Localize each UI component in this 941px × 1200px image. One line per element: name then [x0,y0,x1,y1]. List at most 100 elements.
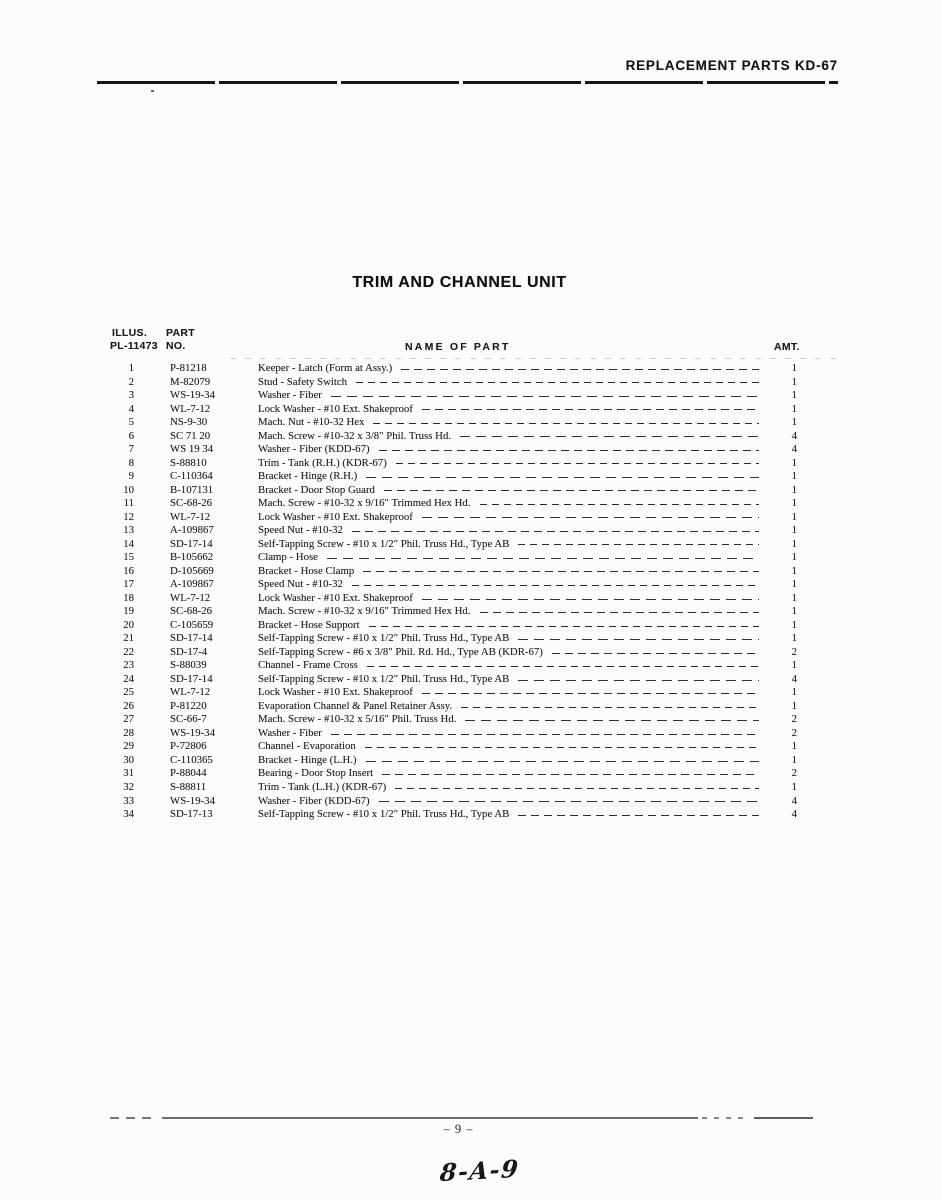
dash-leader [518,544,759,546]
part-name-cell: Bracket - Hose Clamp [258,565,771,579]
part-name-cell: Bracket - Hinge (R.H.) [258,470,771,484]
part-number-cell: C-105659 [170,618,214,631]
part-number-cell: M-82079 [170,375,211,388]
part-name-cell: Speed Nut - #10-32 [258,578,771,592]
part-name-text: Washer - Fiber (KDD-67) [258,794,370,807]
section-title: TRIM AND CHANNEL UNIT [352,274,567,291]
amount-cell: 4 [791,429,797,442]
part-name-cell: Evaporation Channel & Panel Retainer Ass… [258,700,771,714]
illus-number-cell: 4 [128,402,134,415]
part-name-cell: Lock Washer - #10 Ext. Shakeproof [258,403,771,417]
illus-number-cell: 6 [128,429,134,442]
part-name-text: Mach. Nut - #10-32 Hex [258,416,365,429]
part-number-cell: SD-17-13 [170,808,213,821]
dash-leader [368,625,759,627]
table-row: 7 WS 19 34 Washer - Fiber (KDD-67) 4 [112,443,797,457]
part-name-cell: Lock Washer - #10 Ext. Shakeproof [258,686,771,700]
part-name-text: Mach. Screw - #10-32 x 9/16" Trimmed Hex… [258,497,471,510]
part-number-cell: P-88044 [170,767,207,780]
amount-cell: 1 [791,605,797,618]
table-row: 15 B-105662 Clamp - Hose 1 [112,551,797,565]
dash-leader [401,368,759,370]
part-name-text: Keeper - Latch (Form at Assy.) [258,362,393,374]
table-row: 1 P-81218 Keeper - Latch (Form at Assy.)… [112,362,797,376]
dash-leader [421,598,759,600]
illus-number-cell: 20 [123,618,134,631]
illus-number-cell: 21 [123,632,134,645]
illus-number-cell: 8 [128,456,134,469]
amount-cell: 1 [791,699,797,712]
table-row: 33 WS-19-34 Washer - Fiber (KDD-67) 4 [112,795,797,809]
part-number-cell: D-105669 [170,564,214,577]
table-row: 28 WS-19-34 Washer - Fiber 2 [112,727,797,741]
dash-leader [326,557,759,559]
part-name-cell: Self-Tapping Screw - #10 x 1/2" Phil. Tr… [258,632,771,646]
table-row: 17 A-109867 Speed Nut - #10-32 1 [112,578,797,592]
illus-number-cell: 32 [123,780,134,793]
part-name-cell: Channel - Evaporation [258,740,771,754]
dash-leader [421,517,759,519]
header-rule [97,81,838,84]
amount-cell: 1 [791,578,797,591]
part-name-cell: Washer - Fiber [258,727,771,741]
table-row: 4 WL-7-12 Lock Washer - #10 Ext. Shakepr… [112,403,797,417]
dash-leader [383,490,759,492]
dash-leader [421,693,759,695]
part-name-cell: Self-Tapping Screw - #10 x 1/2" Phil. Tr… [258,538,771,552]
part-name-text: Bracket - Hinge (L.H.) [258,753,357,766]
document-header-title: REPLACEMENT PARTS KD-67 [625,58,838,73]
part-number-cell: S-88810 [170,456,207,469]
table-row: 6 SC 71 20 Mach. Screw - #10-32 x 3/8" P… [112,430,797,444]
table-row: 2 M-82079 Stud - Safety Switch 1 [112,376,797,390]
dash-leader [364,747,759,749]
dash-leader [330,733,759,735]
dash-leader [518,679,759,681]
part-name-text: Lock Washer - #10 Ext. Shakeproof [258,510,413,523]
amount-cell: 1 [791,402,797,415]
illus-number-cell: 31 [123,767,134,780]
amount-cell: 1 [791,632,797,645]
part-name-cell: Self-Tapping Screw - #10 x 1/2" Phil. Tr… [258,673,771,687]
part-name-cell: Bracket - Door Stop Guard [258,484,771,498]
amount-cell: 4 [791,808,797,821]
amount-cell: 1 [791,362,797,374]
illus-number-cell: 34 [123,808,134,821]
amount-cell: 1 [791,618,797,631]
part-number-cell: SD-17-4 [170,645,208,658]
part-name-text: Channel - Evaporation [258,740,356,753]
table-row: 32 S-88811 Trim - Tank (L.H.) (KDR-67) 1 [112,781,797,795]
part-name-cell: Lock Washer - #10 Ext. Shakeproof [258,511,771,525]
amount-cell: 1 [791,416,797,429]
part-name-text: Self-Tapping Screw - #6 x 3/8" Phil. Rd.… [258,645,543,658]
column-header-part: PART [166,327,196,339]
table-row: 16 D-105669 Bracket - Hose Clamp 1 [112,565,797,579]
handwritten-note: 8-A-9 [438,1153,521,1188]
part-name-text: Self-Tapping Screw - #10 x 1/2" Phil. Tr… [258,537,510,550]
amount-cell: 1 [791,591,797,604]
part-name-cell: Bracket - Hose Support [258,619,771,633]
illus-number-cell: 9 [128,470,134,483]
table-row: 9 C-110364 Bracket - Hinge (R.H.) 1 [112,470,797,484]
dash-leader [518,639,759,641]
illus-number-cell: 28 [123,726,134,739]
part-number-cell: WS-19-34 [170,389,215,402]
part-name-text: Speed Nut - #10-32 [258,524,343,537]
dash-leader [378,801,759,803]
table-row: 18 WL-7-12 Lock Washer - #10 Ext. Shakep… [112,592,797,606]
dash-leader [479,503,759,505]
footer-rule-segment [110,1117,158,1119]
part-number-cell: SD-17-14 [170,537,213,550]
dash-leader [366,476,759,478]
header-underline-dashes [230,358,838,359]
footer-rule-segment [754,1117,813,1119]
illus-number-cell: 1 [128,362,134,374]
part-name-text: Lock Washer - #10 Ext. Shakeproof [258,402,413,415]
illus-number-cell: 10 [123,483,134,496]
illus-number-cell: 17 [123,578,134,591]
part-name-cell: Keeper - Latch (Form at Assy.) [258,362,771,376]
part-name-text: Lock Washer - #10 Ext. Shakeproof [258,591,413,604]
table-row: 10 B-107131 Bracket - Door Stop Guard 1 [112,484,797,498]
illus-number-cell: 5 [128,416,134,429]
dash-leader [356,382,759,384]
part-name-cell: Bracket - Hinge (L.H.) [258,754,771,768]
